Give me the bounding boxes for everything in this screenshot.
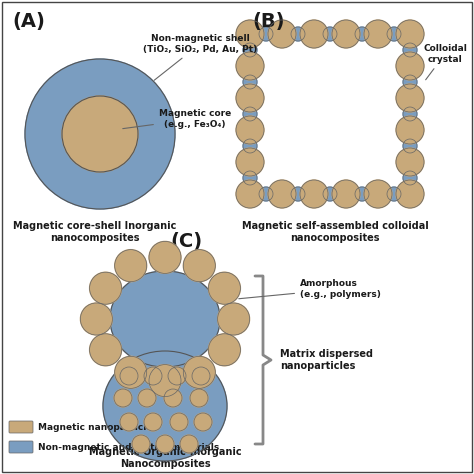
Circle shape	[120, 367, 138, 385]
Circle shape	[115, 250, 146, 282]
Circle shape	[403, 139, 417, 153]
Circle shape	[259, 187, 273, 201]
Circle shape	[243, 107, 257, 121]
Circle shape	[387, 27, 401, 41]
Circle shape	[236, 20, 264, 48]
Circle shape	[396, 180, 424, 208]
Circle shape	[115, 356, 146, 388]
Circle shape	[156, 435, 174, 453]
Circle shape	[291, 27, 305, 41]
Circle shape	[90, 272, 122, 304]
Ellipse shape	[110, 271, 220, 367]
Text: Colloidal
crystal: Colloidal crystal	[423, 44, 467, 80]
Circle shape	[180, 435, 198, 453]
Circle shape	[164, 389, 182, 407]
Circle shape	[149, 365, 181, 397]
Circle shape	[236, 84, 264, 112]
Circle shape	[268, 180, 296, 208]
Circle shape	[114, 389, 132, 407]
Circle shape	[355, 27, 369, 41]
Text: Magnetic nanoparticle: Magnetic nanoparticle	[38, 422, 153, 431]
Circle shape	[192, 367, 210, 385]
Circle shape	[168, 367, 186, 385]
Text: Magnetic self-assembled colloidal
nanocomposites: Magnetic self-assembled colloidal nanoco…	[242, 221, 428, 243]
Circle shape	[355, 187, 369, 201]
FancyBboxPatch shape	[9, 421, 33, 433]
Text: Non-magnetic shell
(TiO₂, SiO₂, Pd, Au, Pt): Non-magnetic shell (TiO₂, SiO₂, Pd, Au, …	[143, 34, 257, 80]
Circle shape	[209, 272, 240, 304]
Circle shape	[194, 413, 212, 431]
Circle shape	[243, 43, 257, 57]
Circle shape	[403, 171, 417, 185]
Circle shape	[144, 413, 162, 431]
Circle shape	[243, 139, 257, 153]
Text: Amorphous
(e.g., polymers): Amorphous (e.g., polymers)	[239, 279, 381, 299]
Circle shape	[300, 20, 328, 48]
Circle shape	[403, 75, 417, 89]
Circle shape	[81, 303, 112, 335]
Circle shape	[25, 59, 175, 209]
Circle shape	[259, 27, 273, 41]
Circle shape	[243, 171, 257, 185]
Circle shape	[396, 52, 424, 80]
Circle shape	[62, 96, 138, 172]
Circle shape	[183, 250, 215, 282]
Circle shape	[144, 367, 162, 385]
Text: Magnetic core
(e.g., Fe₃O₄): Magnetic core (e.g., Fe₃O₄)	[123, 109, 231, 129]
Circle shape	[387, 187, 401, 201]
Circle shape	[364, 180, 392, 208]
Circle shape	[138, 389, 156, 407]
Circle shape	[268, 20, 296, 48]
Circle shape	[396, 84, 424, 112]
Circle shape	[218, 303, 250, 335]
Circle shape	[291, 187, 305, 201]
FancyBboxPatch shape	[9, 441, 33, 453]
Circle shape	[243, 75, 257, 89]
Circle shape	[396, 148, 424, 176]
Circle shape	[396, 20, 424, 48]
Circle shape	[236, 148, 264, 176]
Circle shape	[403, 43, 417, 57]
Circle shape	[300, 180, 328, 208]
Circle shape	[403, 107, 417, 121]
Circle shape	[364, 20, 392, 48]
Circle shape	[120, 413, 138, 431]
Ellipse shape	[103, 351, 227, 461]
Text: (C): (C)	[170, 232, 202, 251]
Circle shape	[236, 52, 264, 80]
Text: Non-magnetic and matrix materials: Non-magnetic and matrix materials	[38, 443, 219, 452]
Text: (B): (B)	[252, 12, 284, 31]
Text: Matrix dispersed
nanoparticles: Matrix dispersed nanoparticles	[280, 349, 373, 371]
Circle shape	[323, 27, 337, 41]
Circle shape	[236, 116, 264, 144]
Circle shape	[332, 20, 360, 48]
Circle shape	[132, 435, 150, 453]
Circle shape	[183, 356, 215, 388]
Text: Magnetic core-shell Inorganic
nanocomposites: Magnetic core-shell Inorganic nanocompos…	[13, 221, 177, 243]
Circle shape	[209, 334, 240, 366]
Circle shape	[332, 180, 360, 208]
Circle shape	[190, 389, 208, 407]
Circle shape	[90, 334, 122, 366]
Circle shape	[149, 241, 181, 273]
Circle shape	[170, 413, 188, 431]
Text: Magnetic Organic-Inorganic
Nanocomposites: Magnetic Organic-Inorganic Nanocomposite…	[89, 447, 241, 469]
Text: (A): (A)	[12, 12, 45, 31]
Circle shape	[323, 187, 337, 201]
Circle shape	[236, 180, 264, 208]
Circle shape	[396, 116, 424, 144]
